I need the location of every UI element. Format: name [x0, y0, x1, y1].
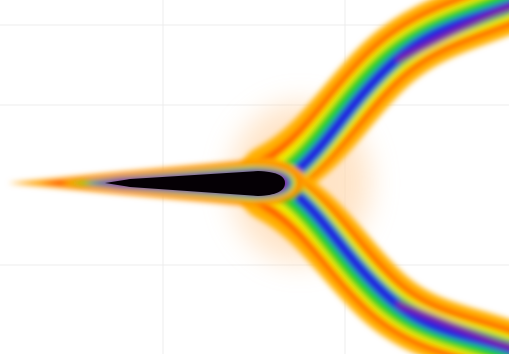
page: [0, 0, 509, 354]
density-plot: [0, 0, 509, 354]
